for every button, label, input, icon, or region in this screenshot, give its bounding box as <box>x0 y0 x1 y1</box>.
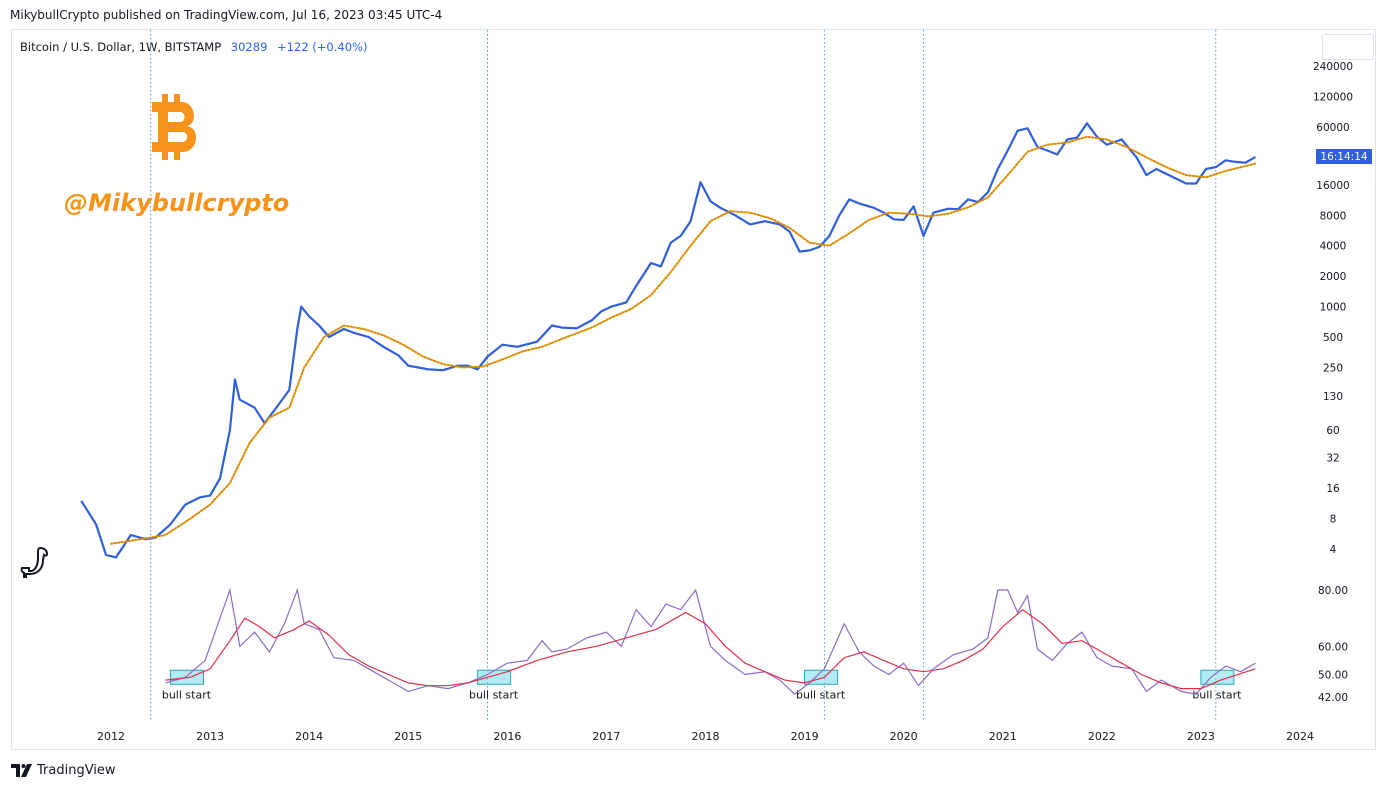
time-axis-tick-label: 2019 <box>791 730 819 743</box>
chart-frame <box>11 29 1376 750</box>
bull-start-box <box>1200 669 1235 685</box>
price-axis-tick-label: 32 <box>1326 453 1339 465</box>
price-axis-tick-label: 8 <box>1330 514 1337 526</box>
price-axis-tick-label: 16000 <box>1316 180 1349 192</box>
time-axis-tick-label: 2021 <box>989 730 1017 743</box>
time-axis-tick-label: 2022 <box>1088 730 1116 743</box>
moving-average-dotted-line <box>110 135 1257 545</box>
time-axis-tick-label: 2012 <box>97 730 125 743</box>
chart-legend: Bitcoin / U.S. Dollar, 1W, BITSTAMP 3028… <box>20 40 367 54</box>
time-axis-tick-label: 2024 <box>1286 730 1314 743</box>
bull-start-label: bull start <box>162 688 212 701</box>
bitcoin-logo-icon <box>152 94 197 160</box>
legend-symbol: Bitcoin / U.S. Dollar, 1W, BITSTAMP <box>20 40 222 54</box>
rsi-ma-line <box>165 608 1256 690</box>
time-axis-tick-label: 2016 <box>493 730 521 743</box>
footer-brand-text: TradingView <box>37 763 116 778</box>
time-axis-tick-label: 2013 <box>196 730 224 743</box>
price-axis-tick-label: 240000 <box>1313 61 1353 73</box>
price-axis-tick-label: 4 <box>1330 544 1337 556</box>
dinosaur-icon <box>20 546 49 578</box>
bull-start-label: bull start <box>796 688 846 701</box>
rsi-axis-tick-label: 60.00 <box>1318 641 1348 653</box>
price-axis-tick-label: 4000 <box>1320 241 1347 253</box>
price-axis-tick-label: 60 <box>1326 425 1339 437</box>
price-axis-tick-label: 60000 <box>1316 122 1349 134</box>
bull-start-label: bull start <box>469 688 519 701</box>
price-axis-tick-label: 500 <box>1323 332 1343 344</box>
price-axis-tick-label: 8000 <box>1320 210 1347 222</box>
time-axis-tick-label: 2014 <box>295 730 323 743</box>
time-axis-tick-label: 2015 <box>394 730 422 743</box>
tradingview-logo-icon <box>11 763 32 777</box>
legend-last-price: 30289 <box>230 40 268 54</box>
price-axis-tick-label: 130 <box>1323 391 1343 403</box>
time-axis-tick-label: 2018 <box>692 730 720 743</box>
publish-header: MikybullCrypto published on TradingView.… <box>10 8 443 22</box>
rsi-series-line <box>165 587 1256 695</box>
price-series-line <box>80 122 1256 559</box>
author-handle-watermark: @Mikybullcrypto <box>64 189 290 217</box>
price-axis-tick-label: 120000 <box>1313 91 1353 103</box>
last-price-tag-label: 16:14:14 <box>1320 151 1367 163</box>
time-axis-tick-label: 2017 <box>592 730 620 743</box>
price-axis-tick-label: 16 <box>1326 483 1340 495</box>
price-axis-tick-label: 250 <box>1323 362 1343 374</box>
price-axis-tick-label: 2000 <box>1320 271 1347 283</box>
rsi-axis-tick-label: 80.00 <box>1318 585 1348 597</box>
price-axis-settings-button[interactable] <box>1322 34 1374 60</box>
rsi-axis-tick-label: 42.00 <box>1318 692 1348 704</box>
time-axis-tick-label: 2023 <box>1187 730 1215 743</box>
price-axis-tick-label: 1000 <box>1320 302 1347 314</box>
footer-brand[interactable]: TradingView <box>11 763 116 778</box>
bull-start-label: bull start <box>1192 688 1242 701</box>
legend-change: +122 (+0.40%) <box>277 40 368 54</box>
time-axis-tick-label: 2020 <box>890 730 918 743</box>
rsi-axis-tick-label: 50.00 <box>1318 669 1348 681</box>
last-price-tag <box>1316 149 1372 164</box>
